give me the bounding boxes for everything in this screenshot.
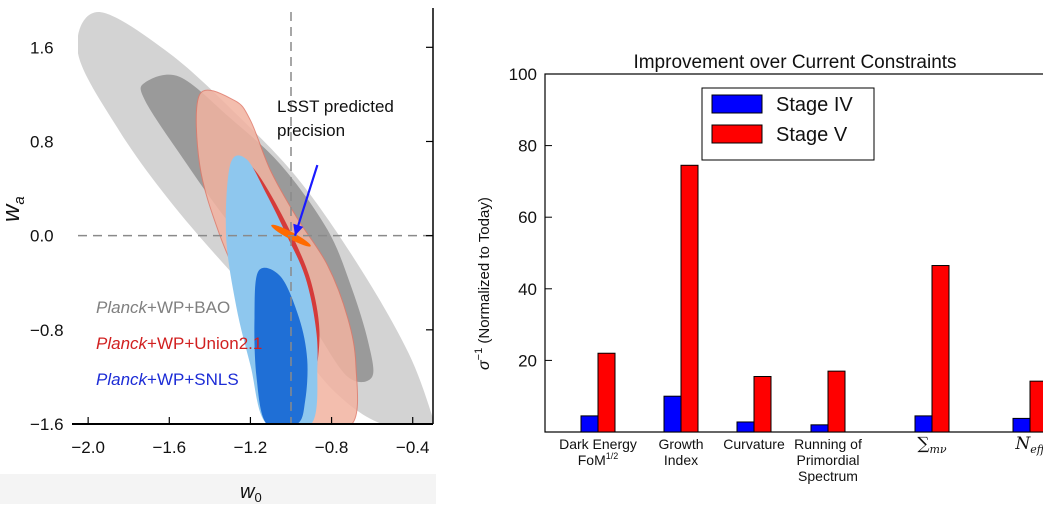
y-tick-label: −0.8 (30, 321, 64, 340)
category-label: Running of (794, 436, 862, 452)
legend-name-prefix: Planck (96, 370, 149, 389)
bar-y-tick-label: 60 (518, 208, 537, 227)
category-label: Dark Energy (559, 436, 637, 452)
category-label-main: Running of (794, 436, 862, 452)
bottom-strip (0, 474, 436, 504)
category-label-main: ∑ (917, 434, 929, 454)
bar-stage-iv (736, 421, 755, 433)
category-label: Spectrum (798, 468, 858, 484)
legend-label-stage-v: Stage V (776, 124, 848, 146)
category-label: Growth (658, 436, 703, 452)
left-plot-area (78, 12, 433, 424)
category-label-main: Dark Energy (559, 436, 637, 452)
contour-snls-inner (254, 267, 308, 424)
bar-stage-v (931, 265, 950, 433)
y-label-rest: (Normalized to Today) (476, 197, 493, 348)
annotation-text-line2: precision (277, 121, 345, 140)
category-label-main: Growth (658, 436, 703, 452)
legend-text-union: Planck+WP+Union2.1 (96, 334, 262, 353)
category-label: FoM1/2 (578, 451, 619, 468)
annotation-text-line1: LSST predicted (277, 97, 394, 116)
category-label-main: Primordial (796, 452, 859, 468)
y-tick-label: 0.8 (30, 132, 54, 151)
bar-y-tick-label: 80 (518, 137, 537, 156)
y-label-exponent: −1 (473, 348, 485, 361)
annotation-arrow-head (293, 223, 304, 236)
category-label-main: Spectrum (798, 468, 858, 484)
legend-name-prefix: Planck (96, 298, 149, 317)
left-y-axis-label: wa (0, 196, 28, 222)
bar-stage-iv (663, 395, 682, 433)
bar-y-tick-label: 100 (509, 65, 537, 84)
legend-swatch-stage-v (711, 124, 763, 144)
y-label-sigma: σ (476, 359, 493, 370)
x-label-sub: 0 (254, 490, 261, 504)
x-tick-label: −2.0 (71, 438, 105, 457)
category-label: Primordial (796, 452, 859, 468)
bar-stage-v (827, 370, 846, 433)
legend-name-suffix: +WP+BAO (147, 298, 230, 317)
bar-y-axis-label: σ−1 (Normalized to Today) (473, 197, 493, 370)
x-label-main: w (240, 481, 256, 503)
legend-name-prefix: Planck (96, 334, 149, 353)
y-label-main: w (0, 203, 25, 222)
bar-stage-v (753, 376, 772, 433)
category-label-sub: eff (1030, 443, 1043, 456)
category-label: ∑mν (917, 434, 947, 456)
bar-y-tick-label: 40 (518, 280, 537, 299)
legend-name-suffix: +WP+Union2.1 (147, 334, 262, 353)
annotation-arrow-shaft (293, 164, 319, 236)
bar-stage-iv (810, 424, 829, 433)
bar-stage-iv (914, 415, 933, 433)
legend-label-stage-iv: Stage IV (776, 94, 853, 116)
bar-stage-iv (1012, 417, 1031, 433)
y-label-sub: a (11, 196, 28, 204)
category-label: Curvature (723, 436, 785, 452)
x-tick-label: −0.8 (315, 438, 349, 457)
category-label-sub: mν (930, 443, 947, 456)
y-tick-label: 0.0 (30, 227, 54, 246)
x-tick-label: −1.2 (234, 438, 268, 457)
category-label-main: FoM (578, 452, 606, 468)
legend-name-suffix: +WP+SNLS (147, 370, 239, 389)
y-tick-label: −1.6 (30, 415, 64, 434)
category-label-sup: 1/2 (606, 451, 619, 461)
category-label: Index (664, 452, 698, 468)
bar-stage-v (1029, 380, 1043, 433)
bar-plot-frame (544, 73, 1043, 433)
bar-stage-iv (580, 415, 599, 433)
x-tick-label: −1.6 (153, 438, 187, 457)
bar-stage-v (597, 352, 616, 433)
category-label: Neff (1014, 434, 1043, 456)
bar-y-tick-label: 20 (518, 351, 537, 370)
category-label-main: Curvature (723, 436, 785, 452)
category-label-main: Index (664, 452, 698, 468)
legend-swatch-stage-iv (711, 94, 763, 114)
legend-text-bao: Planck+WP+BAO (96, 298, 230, 317)
bar-chart-title: Improvement over Current Constraints (633, 52, 956, 73)
y-tick-label: 1.6 (30, 38, 54, 57)
bar-stage-v (680, 164, 699, 433)
left-x-axis-label: w0 (240, 481, 262, 504)
legend-text-snls: Planck+WP+SNLS (96, 370, 239, 389)
category-label-main: N (1014, 434, 1031, 454)
x-tick-label: −0.4 (396, 438, 430, 457)
